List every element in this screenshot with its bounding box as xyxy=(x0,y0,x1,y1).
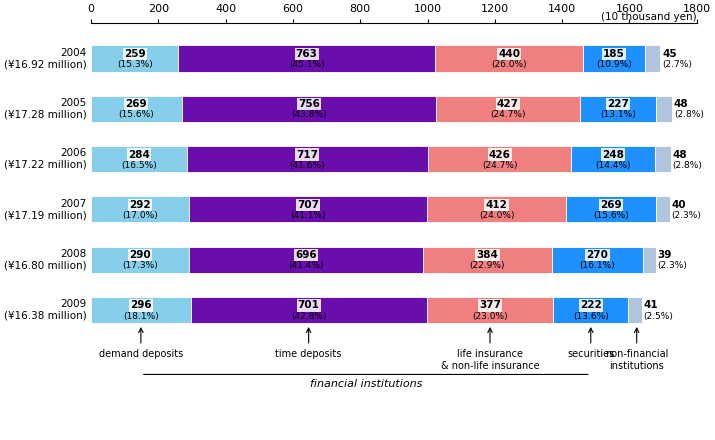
Bar xyxy=(187,146,428,172)
Text: 412: 412 xyxy=(485,200,508,210)
Text: 763: 763 xyxy=(296,49,317,59)
Text: 41: 41 xyxy=(644,301,659,311)
Text: 377: 377 xyxy=(479,301,501,311)
Text: (2.8%): (2.8%) xyxy=(673,161,702,169)
Text: (14.4%): (14.4%) xyxy=(595,161,631,169)
Bar xyxy=(423,247,552,273)
Text: time deposits: time deposits xyxy=(275,349,342,359)
Text: 717: 717 xyxy=(296,150,318,160)
Text: (24.7%): (24.7%) xyxy=(482,161,518,169)
Text: (10 thousand yen): (10 thousand yen) xyxy=(601,12,697,22)
Text: (17.0%): (17.0%) xyxy=(122,211,158,220)
Bar xyxy=(427,297,553,323)
Text: (43.8%): (43.8%) xyxy=(291,110,327,119)
Bar xyxy=(91,146,187,172)
Text: (2.3%): (2.3%) xyxy=(658,261,688,270)
Text: 48: 48 xyxy=(674,99,689,109)
Bar xyxy=(191,297,427,323)
Text: 48: 48 xyxy=(673,150,687,160)
Text: (15.6%): (15.6%) xyxy=(593,211,629,220)
Bar xyxy=(91,196,189,223)
Bar xyxy=(436,95,580,122)
Bar xyxy=(189,247,423,273)
Bar xyxy=(428,196,566,223)
Text: 701: 701 xyxy=(297,301,320,311)
Text: (42.8%): (42.8%) xyxy=(291,312,326,321)
Text: 296: 296 xyxy=(130,301,152,311)
Text: (23.0%): (23.0%) xyxy=(472,312,508,321)
Text: (45.1%): (45.1%) xyxy=(289,60,325,69)
Text: 269: 269 xyxy=(601,200,622,210)
Text: (41.4%): (41.4%) xyxy=(288,261,323,270)
Text: life insurance
& non-life insurance: life insurance & non-life insurance xyxy=(440,349,539,371)
Bar xyxy=(91,95,182,122)
Bar xyxy=(91,247,189,273)
Bar xyxy=(435,45,583,72)
Bar xyxy=(182,95,436,122)
Bar xyxy=(628,297,642,323)
Text: 227: 227 xyxy=(607,99,628,109)
Text: 40: 40 xyxy=(671,200,686,210)
Text: 269: 269 xyxy=(126,99,147,109)
Text: securities: securities xyxy=(567,349,614,359)
Text: financial institutions: financial institutions xyxy=(310,379,422,389)
Text: 222: 222 xyxy=(580,301,601,311)
Text: (24.0%): (24.0%) xyxy=(479,211,514,220)
Bar xyxy=(552,247,643,273)
Text: (2.3%): (2.3%) xyxy=(671,211,701,220)
Text: non-financial
institutions: non-financial institutions xyxy=(605,349,669,371)
Bar xyxy=(91,297,191,323)
Text: (41.1%): (41.1%) xyxy=(290,211,326,220)
Text: (2.7%): (2.7%) xyxy=(662,60,692,69)
Text: 756: 756 xyxy=(298,99,320,109)
Text: 290: 290 xyxy=(129,250,151,260)
Text: 696: 696 xyxy=(295,250,317,260)
Bar xyxy=(656,196,670,223)
Text: (22.9%): (22.9%) xyxy=(470,261,506,270)
Text: (15.3%): (15.3%) xyxy=(117,60,152,69)
Text: (2.8%): (2.8%) xyxy=(674,110,704,119)
Text: 270: 270 xyxy=(586,250,608,260)
Text: 384: 384 xyxy=(476,250,498,260)
Text: 185: 185 xyxy=(603,49,625,59)
Text: 440: 440 xyxy=(498,49,520,59)
Text: (13.1%): (13.1%) xyxy=(600,110,636,119)
Bar xyxy=(553,297,628,323)
Text: 45: 45 xyxy=(662,49,676,59)
Bar xyxy=(189,196,428,223)
Text: (16.5%): (16.5%) xyxy=(121,161,157,169)
Text: 292: 292 xyxy=(129,200,151,210)
Bar xyxy=(643,247,656,273)
Bar xyxy=(580,95,656,122)
Text: (18.1%): (18.1%) xyxy=(123,312,159,321)
Bar xyxy=(178,45,435,72)
Bar xyxy=(656,95,672,122)
Text: 248: 248 xyxy=(602,150,624,160)
Text: (16.1%): (16.1%) xyxy=(580,261,616,270)
Text: (15.6%): (15.6%) xyxy=(119,110,154,119)
Text: 39: 39 xyxy=(658,250,672,260)
Bar xyxy=(645,45,661,72)
Text: (13.6%): (13.6%) xyxy=(573,312,608,321)
Text: (17.3%): (17.3%) xyxy=(122,261,158,270)
Text: (24.7%): (24.7%) xyxy=(490,110,526,119)
Bar xyxy=(566,196,656,223)
Text: 284: 284 xyxy=(128,150,150,160)
Bar xyxy=(655,146,671,172)
Text: 427: 427 xyxy=(497,99,519,109)
Bar xyxy=(571,146,655,172)
Text: 259: 259 xyxy=(124,49,145,59)
Bar xyxy=(91,45,178,72)
Text: 707: 707 xyxy=(297,200,320,210)
Text: (2.5%): (2.5%) xyxy=(644,312,674,321)
Text: (26.0%): (26.0%) xyxy=(491,60,527,69)
Text: (41.6%): (41.6%) xyxy=(290,161,325,169)
Text: (10.9%): (10.9%) xyxy=(596,60,632,69)
Text: 426: 426 xyxy=(488,150,511,160)
Text: demand deposits: demand deposits xyxy=(99,349,183,359)
Bar xyxy=(428,146,571,172)
Bar xyxy=(583,45,645,72)
